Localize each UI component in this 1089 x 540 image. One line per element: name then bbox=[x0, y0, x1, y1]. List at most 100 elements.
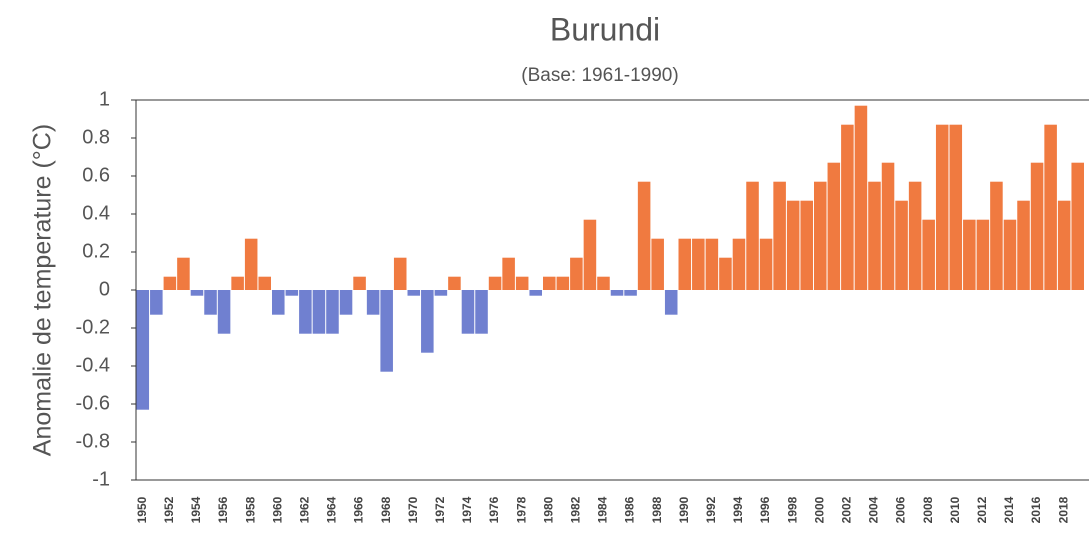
bar bbox=[935, 124, 949, 290]
y-tick-label: 0.4 bbox=[82, 202, 110, 224]
bar bbox=[1071, 162, 1084, 290]
chart-title: Burundi bbox=[550, 11, 660, 47]
bar bbox=[773, 181, 786, 290]
bar bbox=[366, 290, 380, 315]
bar bbox=[231, 276, 244, 290]
bar bbox=[746, 181, 759, 290]
bar bbox=[448, 276, 461, 290]
x-tick-label: 1984 bbox=[596, 496, 610, 523]
bar bbox=[827, 162, 841, 290]
x-tick-label: 2000 bbox=[812, 496, 826, 523]
bar bbox=[814, 181, 827, 290]
y-axis-label: Anomalie de temperature (°C) bbox=[29, 124, 57, 456]
x-tick-label: 1976 bbox=[487, 496, 501, 523]
bar bbox=[1057, 200, 1071, 290]
bar bbox=[244, 238, 258, 290]
x-tick-label: 2004 bbox=[867, 496, 881, 523]
bar bbox=[990, 181, 1003, 290]
x-tick-label: 2006 bbox=[894, 496, 908, 523]
bar bbox=[800, 200, 813, 290]
x-tick-label: 1994 bbox=[731, 496, 745, 523]
bar bbox=[597, 276, 610, 290]
bar bbox=[393, 257, 407, 290]
bar bbox=[949, 124, 963, 290]
bar bbox=[163, 276, 177, 290]
bar bbox=[488, 276, 502, 290]
bar bbox=[854, 105, 868, 290]
bar bbox=[1003, 219, 1017, 290]
bar bbox=[624, 290, 637, 296]
bar bbox=[610, 290, 624, 296]
y-tick-label: 0.8 bbox=[82, 126, 110, 148]
bar bbox=[963, 219, 976, 290]
bar bbox=[570, 257, 583, 290]
bar bbox=[1017, 200, 1030, 290]
bar bbox=[1030, 162, 1044, 290]
bar bbox=[190, 290, 204, 296]
bar bbox=[326, 290, 339, 334]
y-tick-label: 0 bbox=[99, 278, 110, 300]
bar bbox=[868, 181, 881, 290]
bar bbox=[786, 200, 800, 290]
x-tick-label: 1988 bbox=[650, 496, 664, 523]
x-tick-label: 1990 bbox=[677, 496, 691, 523]
x-tick-label: 1972 bbox=[433, 496, 447, 523]
x-tick-label: 1952 bbox=[162, 496, 176, 523]
y-tick-label: 1 bbox=[99, 88, 110, 110]
x-tick-label: 1966 bbox=[352, 496, 366, 523]
x-tick-label: 1992 bbox=[704, 496, 718, 523]
bar bbox=[692, 238, 705, 290]
x-tick-label: 1950 bbox=[135, 496, 149, 523]
x-tick-label: 1998 bbox=[785, 496, 799, 523]
y-tick-label: -0.8 bbox=[76, 430, 110, 452]
x-tick-label: 1962 bbox=[298, 496, 312, 523]
x-tick-label: 1960 bbox=[270, 496, 284, 523]
bar bbox=[272, 290, 285, 315]
bar bbox=[136, 290, 150, 410]
x-tick-label: 2014 bbox=[1002, 496, 1016, 523]
bar bbox=[258, 276, 271, 290]
bar bbox=[339, 290, 353, 315]
y-tick-label: -0.6 bbox=[76, 392, 110, 414]
x-tick-label: 1964 bbox=[325, 496, 339, 523]
x-tick-label: 1958 bbox=[243, 496, 257, 523]
x-tick-label: 2008 bbox=[921, 496, 935, 523]
x-tick-label: 2018 bbox=[1056, 496, 1070, 523]
bar bbox=[651, 238, 664, 290]
x-tick-label: 1978 bbox=[514, 496, 528, 523]
x-tick-label: 1980 bbox=[541, 496, 555, 523]
bar bbox=[285, 290, 299, 296]
bar bbox=[515, 276, 529, 290]
bar bbox=[150, 290, 163, 315]
bar bbox=[583, 219, 597, 290]
y-tick-label: -0.2 bbox=[76, 316, 110, 338]
x-tick-label: 2012 bbox=[975, 496, 989, 523]
x-tick-label: 1968 bbox=[379, 496, 393, 523]
bar bbox=[299, 290, 312, 334]
bar bbox=[922, 219, 935, 290]
bar bbox=[908, 181, 922, 290]
chart-subtitle: (Base: 1961-1990) bbox=[521, 65, 678, 86]
x-tick-label: 1954 bbox=[189, 496, 203, 523]
bar bbox=[543, 276, 556, 290]
x-tick-label: 1982 bbox=[569, 496, 583, 523]
y-tick-label: 0.2 bbox=[82, 240, 110, 262]
bar bbox=[881, 162, 895, 290]
y-tick-label: -1 bbox=[92, 468, 110, 490]
bar bbox=[1044, 124, 1057, 290]
x-tick-label: 1986 bbox=[623, 496, 637, 523]
x-tick-label: 1996 bbox=[758, 496, 772, 523]
bar bbox=[664, 290, 678, 315]
bar bbox=[475, 290, 488, 334]
bar bbox=[637, 181, 651, 290]
bar bbox=[678, 238, 692, 290]
bar bbox=[177, 257, 190, 290]
bar bbox=[461, 290, 475, 334]
bar bbox=[976, 219, 990, 290]
bar bbox=[705, 238, 719, 290]
bar bbox=[732, 238, 746, 290]
x-tick-label: 1956 bbox=[216, 496, 230, 523]
bar bbox=[217, 290, 231, 334]
bar bbox=[895, 200, 908, 290]
